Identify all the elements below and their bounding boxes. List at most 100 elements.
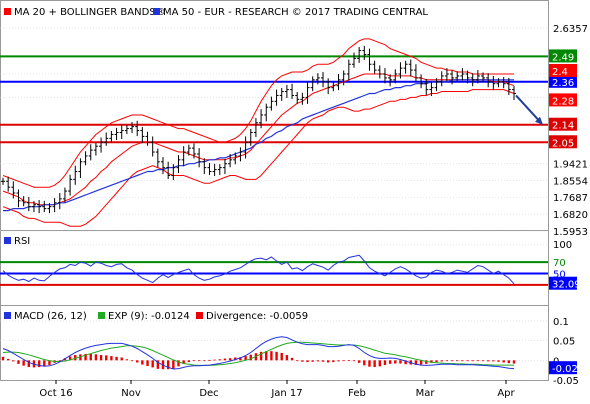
divergence-bar [249, 354, 252, 361]
price-box-label: 2.4 [552, 67, 568, 78]
divergence-bar [213, 359, 216, 361]
macd-line [2, 336, 515, 370]
divergence-bar [486, 360, 490, 362]
level-lines [0, 55, 548, 144]
divergence-bar [378, 360, 381, 367]
divergence-bar [187, 360, 191, 363]
divergence-bar [476, 360, 480, 362]
divergence-bar [290, 357, 294, 361]
forecast-arrow-head [535, 116, 543, 125]
rsi-legend-label: RSI [14, 236, 30, 247]
divergence-bar [399, 360, 402, 364]
divergence-bar [316, 360, 320, 362]
divergence-bar [172, 360, 175, 369]
price-tick-label: 1.6820 [553, 210, 588, 221]
x-tick-label: Dec [199, 388, 218, 399]
x-tick-label: Oct 16 [39, 388, 72, 399]
divergence-bar [1, 356, 5, 361]
divergence-bar [414, 360, 418, 365]
divergence-bar [430, 360, 433, 363]
divergence-bar [280, 352, 283, 361]
divergence-bar [507, 360, 511, 364]
price-box-box [549, 63, 577, 77]
divergence-legend-label: Divergence: -0.0059 [206, 311, 308, 322]
divergence-bar [445, 360, 449, 362]
divergence-bar [37, 360, 41, 368]
divergence-bar [115, 356, 118, 361]
divergence-bar [244, 356, 247, 361]
price-box-label: 2.28 [552, 96, 574, 107]
macd-legend-label: MACD (26, 12) [14, 311, 87, 322]
divergence-bar [27, 360, 31, 368]
divergence-bar [166, 360, 170, 370]
level-box [549, 135, 577, 149]
rsi-current-box [549, 276, 577, 290]
divergence-bar [197, 360, 201, 362]
divergence-bar [120, 357, 123, 361]
price-legend: MA 20 + BOLLINGER BANDS® MA 50 - EUR - R… [4, 7, 428, 18]
price-bars [1, 45, 543, 214]
divergence-bar [275, 351, 278, 361]
divergence-bar [466, 360, 469, 362]
divergence-bar [450, 360, 454, 362]
divergence-bar [130, 360, 134, 362]
signal-line [2, 341, 514, 366]
divergence-bar [125, 359, 129, 361]
divergence-bar [471, 360, 474, 362]
x-tick-label: Mar [416, 388, 436, 399]
macd-current-box [549, 361, 577, 375]
macd-panel-frame [0, 305, 549, 381]
rsi-tick-label: 50 [553, 270, 566, 281]
divergence-bar [94, 354, 98, 361]
rsi-tick-label: 100 [553, 240, 572, 251]
level-label: 2.14 [552, 121, 574, 132]
signal-legend-label: EXP (9): -0.0124 [108, 311, 190, 322]
macd-legend-swatch [4, 312, 11, 319]
divergence-bar [301, 360, 304, 362]
divergence-bar [373, 360, 376, 368]
divergence-bar [74, 355, 77, 361]
divergence-bar [435, 360, 438, 363]
divergence-bar [388, 360, 392, 364]
divergence-bar [259, 351, 263, 361]
divergence-bar [105, 355, 108, 361]
divergence-bar [223, 358, 227, 361]
divergence-bar [12, 360, 15, 362]
x-tick-label: Jan 17 [270, 388, 302, 399]
rsi-panel-frame [0, 230, 549, 306]
divergence-bar [456, 360, 459, 362]
divergence-bar [228, 358, 232, 361]
divergence-bar [110, 356, 113, 361]
divergence-bar [203, 360, 206, 362]
ma20-legend-swatch [4, 8, 11, 15]
divergence-bar [68, 356, 72, 361]
rsi-layer [0, 244, 548, 286]
price-tick-label: 2.6357 [553, 24, 588, 35]
divergence-bar [306, 360, 309, 363]
divergence-bar [326, 360, 330, 363]
divergence-bar [17, 360, 20, 364]
divergence-bar [481, 360, 485, 362]
bollinger-bands [2, 38, 515, 227]
rsi-current-label: 32.09 [552, 280, 581, 291]
divergence-bar [321, 360, 325, 362]
axis-labels: 2.6357 1.9421 1.8554 1.7687 1.6820 1.5953 100 7… [39, 24, 588, 399]
ma50-legend-swatch [153, 8, 160, 15]
divergence-bar [419, 360, 423, 365]
x-tick-label: Nov [121, 388, 141, 399]
divergence-bar [208, 359, 211, 361]
divergence-bar [342, 360, 345, 362]
divergence-bar [136, 360, 139, 363]
divergence-bar [89, 353, 92, 361]
price-tick-label: 1.8554 [553, 176, 588, 187]
divergence-bar [352, 360, 356, 362]
divergence-bar [239, 357, 242, 361]
divergence-bar [177, 360, 180, 367]
divergence-bar [332, 360, 335, 363]
divergence-bar [285, 355, 289, 361]
divergence-bar [461, 360, 464, 362]
x-tick-label: Apr [497, 388, 515, 399]
divergence-bar [22, 360, 25, 366]
divergence-bar [311, 360, 314, 362]
rsi-tick-label: 70 [553, 258, 566, 269]
